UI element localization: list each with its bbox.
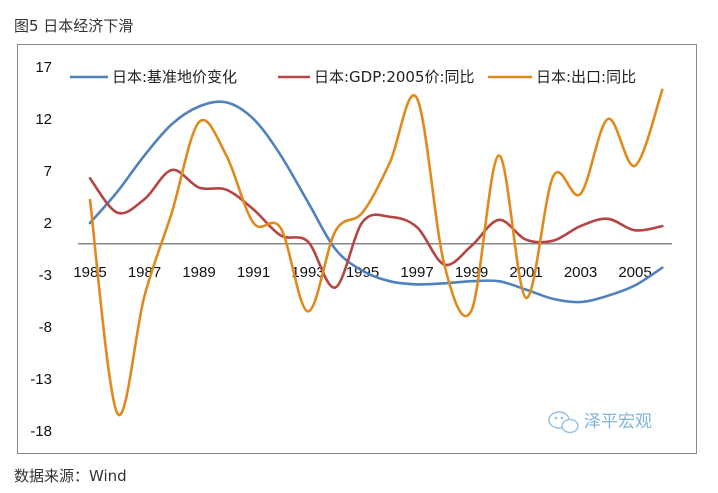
legend-item: 日本:GDP:2005价:同比: [278, 68, 475, 86]
y-tick-label: 2: [44, 215, 52, 232]
series-group: [88, 88, 664, 417]
series-line-land-price: [88, 100, 664, 304]
y-axis: 17 12 7 2 -3 -8 -13 -18: [30, 59, 52, 440]
legend-label: 日本:基准地价变化: [112, 68, 237, 86]
chart-frame: [17, 44, 697, 454]
x-tick-label: 2003: [564, 264, 597, 281]
series-line-gdp: [88, 168, 664, 289]
x-tick-label: 2001: [509, 264, 542, 281]
y-tick-label: -3: [39, 267, 52, 284]
y-tick-label: -18: [30, 423, 52, 440]
watermark: 泽平宏观: [548, 411, 652, 434]
legend-label: 日本:GDP:2005价:同比: [314, 68, 475, 86]
legend-label: 日本:出口:同比: [536, 68, 636, 86]
x-tick-label: 1999: [455, 264, 488, 281]
legend-item: 日本:基准地价变化: [70, 68, 237, 86]
source-note: 数据来源：Wind: [14, 467, 127, 485]
y-tick-label: -8: [39, 319, 52, 336]
y-tick-label: -13: [30, 371, 52, 388]
x-tick-label: 1987: [128, 264, 161, 281]
x-tick-label: 1991: [237, 264, 270, 281]
legend: 日本:基准地价变化 日本:GDP:2005价:同比 日本:出口:同比: [70, 68, 636, 86]
x-tick-label: 1997: [400, 264, 433, 281]
x-tick-label: 2005: [618, 264, 651, 281]
legend-item: 日本:出口:同比: [488, 68, 636, 86]
x-tick-label: 1985: [73, 264, 106, 281]
series-line-exports: [88, 88, 664, 417]
figure-title: 图5 日本经济下滑: [14, 17, 134, 35]
y-tick-label: 12: [35, 111, 52, 128]
x-tick-label: 1989: [182, 264, 215, 281]
y-tick-label: 7: [44, 163, 52, 180]
watermark-text: 泽平宏观: [584, 412, 652, 432]
wechat-icon: [548, 411, 579, 434]
y-tick-label: 17: [35, 59, 52, 76]
x-tick-label: 1993: [291, 264, 324, 281]
